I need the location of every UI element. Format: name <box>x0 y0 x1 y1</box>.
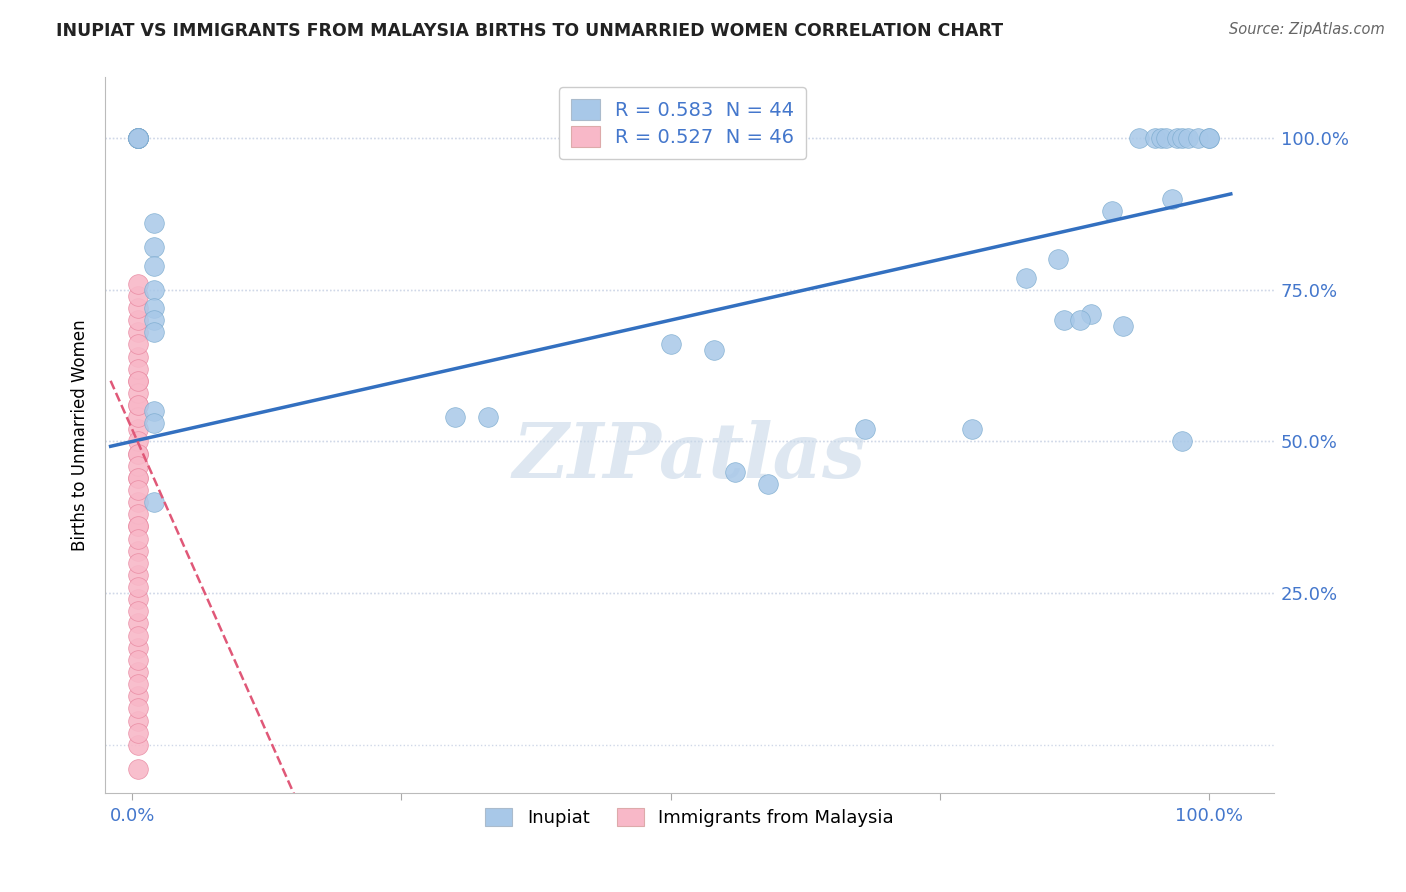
Point <box>142 325 165 339</box>
Point <box>127 556 149 570</box>
Point <box>127 532 149 546</box>
Point <box>1101 203 1123 218</box>
Point <box>127 361 149 376</box>
Point <box>127 350 149 364</box>
Point <box>127 337 149 351</box>
Point <box>142 495 165 509</box>
Point <box>127 568 149 582</box>
Point <box>127 410 149 425</box>
Point <box>1198 131 1220 145</box>
Point <box>127 580 149 594</box>
Point <box>1112 319 1135 334</box>
Point <box>127 131 149 145</box>
Point <box>127 738 149 752</box>
Point <box>142 216 165 230</box>
Point <box>724 465 747 479</box>
Point <box>127 471 149 485</box>
Point <box>127 604 149 618</box>
Point <box>703 343 725 358</box>
Point <box>142 313 165 327</box>
Point <box>142 240 165 254</box>
Point <box>127 640 149 655</box>
Point <box>1047 252 1070 267</box>
Point <box>127 690 149 704</box>
Point <box>127 398 149 412</box>
Point <box>142 404 165 418</box>
Point <box>1166 131 1188 145</box>
Point <box>127 519 149 533</box>
Point <box>142 283 165 297</box>
Point <box>1177 131 1199 145</box>
Point <box>1150 131 1173 145</box>
Point <box>127 762 149 776</box>
Point <box>127 701 149 715</box>
Point <box>127 131 149 145</box>
Point <box>962 422 984 436</box>
Point <box>127 714 149 728</box>
Point <box>127 313 149 327</box>
Point <box>127 289 149 303</box>
Point <box>127 629 149 643</box>
Point <box>127 422 149 436</box>
Point <box>127 519 149 533</box>
Point <box>1171 131 1194 145</box>
Point <box>127 385 149 400</box>
Point <box>127 301 149 315</box>
Point <box>1160 192 1182 206</box>
Point <box>127 616 149 631</box>
Point <box>127 592 149 607</box>
Point <box>127 508 149 522</box>
Point <box>477 410 499 425</box>
Point <box>127 543 149 558</box>
Point <box>127 325 149 339</box>
Point <box>127 725 149 739</box>
Text: Source: ZipAtlas.com: Source: ZipAtlas.com <box>1229 22 1385 37</box>
Y-axis label: Births to Unmarried Women: Births to Unmarried Women <box>72 319 89 551</box>
Point <box>127 665 149 679</box>
Point <box>1015 270 1038 285</box>
Text: ZIPatlas: ZIPatlas <box>513 420 866 494</box>
Point <box>127 374 149 388</box>
Point <box>127 495 149 509</box>
Point <box>127 447 149 461</box>
Point <box>444 410 467 425</box>
Point <box>1053 313 1076 327</box>
Point <box>1144 131 1167 145</box>
Point <box>659 337 682 351</box>
Point <box>127 131 149 145</box>
Point <box>142 259 165 273</box>
Point <box>1154 131 1177 145</box>
Point <box>127 131 149 145</box>
Point <box>853 422 876 436</box>
Point <box>142 301 165 315</box>
Point <box>127 131 149 145</box>
Point <box>142 417 165 431</box>
Point <box>127 131 149 145</box>
Point <box>1080 307 1102 321</box>
Point <box>127 374 149 388</box>
Point <box>127 131 149 145</box>
Point <box>127 131 149 145</box>
Point <box>1198 131 1220 145</box>
Point <box>127 471 149 485</box>
Point <box>127 483 149 497</box>
Point <box>127 277 149 291</box>
Legend: Inupiat, Immigrants from Malaysia: Inupiat, Immigrants from Malaysia <box>478 801 901 834</box>
Point <box>1187 131 1209 145</box>
Point <box>127 434 149 449</box>
Point <box>1069 313 1091 327</box>
Text: INUPIAT VS IMMIGRANTS FROM MALAYSIA BIRTHS TO UNMARRIED WOMEN CORRELATION CHART: INUPIAT VS IMMIGRANTS FROM MALAYSIA BIRT… <box>56 22 1004 40</box>
Point <box>756 477 779 491</box>
Point <box>127 447 149 461</box>
Point <box>127 458 149 473</box>
Point <box>1128 131 1150 145</box>
Point <box>127 677 149 691</box>
Point <box>127 653 149 667</box>
Point <box>1171 434 1194 449</box>
Point <box>127 398 149 412</box>
